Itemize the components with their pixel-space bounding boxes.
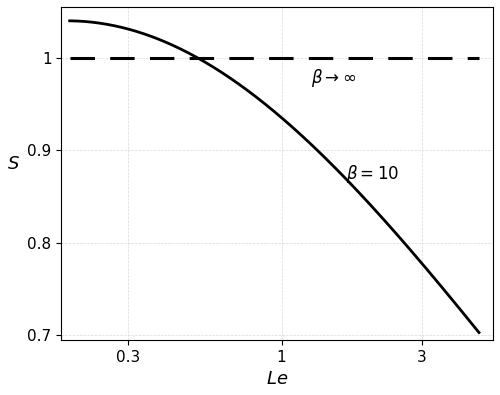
X-axis label: $Le$: $Le$ [266, 370, 288, 388]
Text: $\beta \rightarrow \infty$: $\beta \rightarrow \infty$ [311, 67, 356, 89]
Text: $\beta = 10$: $\beta = 10$ [346, 163, 399, 185]
Y-axis label: $S$: $S$ [7, 155, 20, 173]
